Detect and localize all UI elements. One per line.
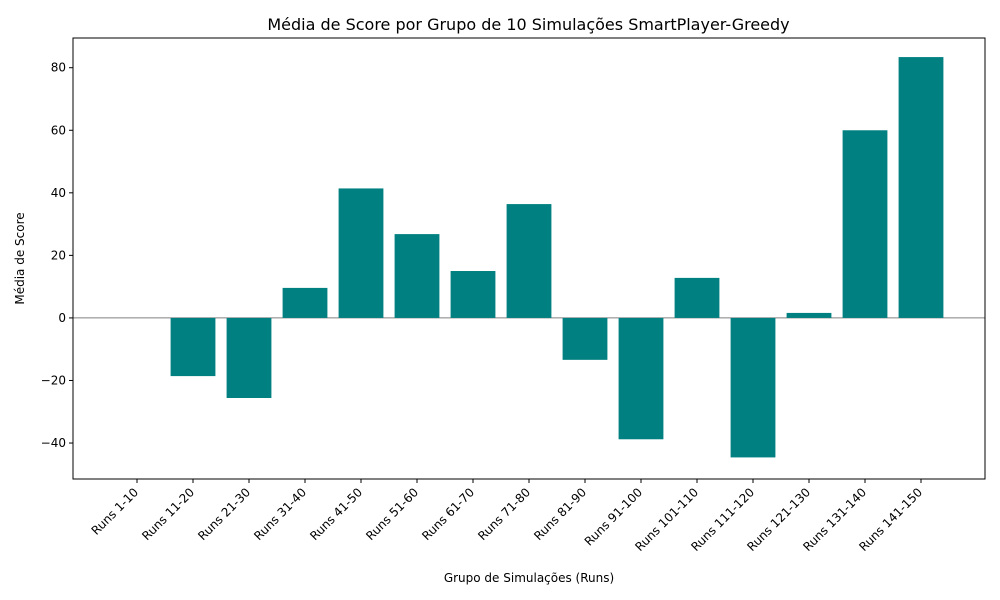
bar (506, 204, 552, 318)
bar (282, 287, 328, 318)
bar (562, 317, 608, 360)
x-tick-label: Runs 51-60 (363, 485, 421, 543)
x-axis-label: Grupo de Simulações (Runs) (444, 571, 614, 585)
bar (226, 317, 272, 398)
x-tick-label: Runs 81-90 (531, 485, 589, 543)
x-tick-label: Runs 61-70 (419, 485, 477, 543)
y-tick-label: 40 (51, 186, 66, 200)
bar (170, 317, 216, 377)
bar (674, 277, 720, 318)
bar (898, 57, 944, 318)
x-tick-label: Runs 41-50 (307, 485, 365, 543)
x-tick-label: Runs 11-20 (139, 485, 197, 543)
y-tick-label: −40 (41, 436, 66, 450)
y-tick-label: 80 (51, 61, 66, 75)
y-tick-label: −20 (41, 373, 66, 387)
chart-title: Média de Score por Grupo de 10 Simulaçõe… (267, 15, 789, 34)
plot-frame (72, 37, 986, 480)
bar (394, 234, 440, 318)
x-tick-label: Runs 91-100 (582, 485, 645, 548)
x-tick-label: Runs 21-30 (195, 485, 253, 543)
y-tick-label: 60 (51, 123, 66, 137)
bar (842, 130, 888, 318)
x-tick-label: Runs 31-40 (251, 485, 309, 543)
bar (730, 317, 776, 458)
x-tick-label: Runs 1-10 (89, 485, 142, 538)
bar (618, 317, 664, 440)
y-tick-label: 20 (51, 248, 66, 262)
y-axis-label: Média de Score (13, 212, 27, 304)
bar (786, 312, 832, 318)
x-tick-label: Runs 71-80 (475, 485, 533, 543)
y-tick-label: 0 (58, 311, 66, 325)
bar (338, 188, 384, 318)
bar (450, 271, 496, 318)
